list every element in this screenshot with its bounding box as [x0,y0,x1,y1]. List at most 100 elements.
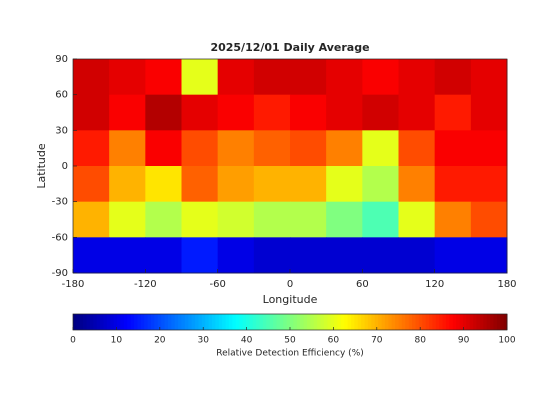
colorbar-swatch [473,314,477,330]
chart-title: 2025/12/01 Daily Average [210,41,369,54]
colorbar-swatch [320,314,325,330]
colorbar-swatch [347,314,352,330]
heatmap-cell [253,201,291,238]
colorbar-swatch [351,314,355,330]
colorbar-swatch [378,314,383,330]
colorbar-swatch [123,314,128,330]
colorbar-swatch [418,314,423,330]
colorbar-swatch [354,314,359,330]
colorbar-swatch [412,314,416,330]
colorbar-swatch [361,314,366,330]
heatmap-cell [290,166,327,203]
colorbar-swatch [134,314,138,330]
colorbar-swatch [415,314,420,330]
colorbar-swatch [276,314,281,330]
colorbar-swatch [306,314,311,330]
heatmap-cell [326,59,363,96]
heatmap-cell [290,94,327,131]
colorbar-swatch [364,314,369,330]
heatmap-cell [73,130,110,167]
colorbar-swatch [303,314,308,330]
colorbar-swatch [279,314,284,330]
colorbar-swatch [110,314,115,330]
colorbar-swatch [462,314,467,330]
heatmap-cell [362,201,399,238]
colorbar-swatch [89,314,94,330]
heatmap-cell [253,94,291,131]
colorbar-swatch [100,314,105,330]
colorbar-swatch [388,314,393,330]
colorbar-tick-label: 20 [154,336,166,346]
y-tick-label: -90 [52,268,68,279]
heatmap-cell [73,201,110,238]
heatmap-cell [145,59,182,96]
x-tick-label: 0 [287,279,293,290]
heatmap-cell [181,201,219,238]
colorbar-swatch [395,314,399,330]
heatmap-cell [181,94,219,131]
heatmap-cell [145,201,182,238]
colorbar-swatch [252,314,257,330]
colorbar-swatch [381,314,386,330]
colorbar-swatch [76,314,81,330]
colorbar-swatch [300,314,305,330]
colorbar-swatch [476,314,481,330]
colorbar-swatch [340,314,345,330]
heatmap-cell [73,166,110,203]
colorbar-swatch [296,314,301,330]
colorbar-swatch [459,314,464,330]
colorbar-swatch [490,314,494,330]
colorbar-swatch [245,314,250,330]
heatmap-cell [326,201,363,238]
colorbar-swatch [215,314,220,330]
heatmap-cell [398,201,436,238]
y-tick-label: 90 [55,54,68,65]
colorbar-swatch [73,314,77,330]
colorbar-swatch [222,314,227,330]
heatmap-cell [326,130,363,167]
colorbar-swatch [330,314,335,330]
colorbar-swatch [117,314,121,330]
x-tick-label: 180 [497,279,516,290]
colorbar-swatch [147,314,152,330]
colorbar-swatch [120,314,125,330]
colorbar-swatch [188,314,193,330]
colorbar-label: Relative Detection Efficiency (%) [216,349,364,359]
colorbar-tick-label: 90 [458,336,470,346]
colorbar-swatch [266,314,271,330]
colorbar-swatch [408,314,413,330]
heatmap-cell [253,166,291,203]
colorbar-swatch [283,314,288,330]
colorbar-swatch [239,314,244,330]
colorbar-swatch [181,314,186,330]
heatmap-cell [470,130,508,167]
heatmap [73,59,508,274]
colorbar-swatch [83,314,88,330]
heatmap-cell [290,237,327,274]
heatmap-cell [253,237,291,274]
colorbar-swatch [225,314,230,330]
colorbar-swatch [113,314,118,330]
heatmap-cell [398,166,436,203]
colorbar-swatch [256,314,260,330]
colorbar-swatch [422,314,427,330]
colorbar-swatch [242,314,247,330]
heatmap-cell [470,166,508,203]
colorbar-swatch [429,314,433,330]
colorbar-swatch [150,314,155,330]
colorbar-swatch [310,314,315,330]
heatmap-cell [145,166,182,203]
colorbar-swatch [483,314,488,330]
heatmap-cell [290,59,327,96]
y-tick-label: -30 [52,197,68,208]
colorbar-swatch [191,314,196,330]
heatmap-cell [181,59,219,96]
colorbar-swatch [96,314,101,330]
heatmap-cell [145,237,182,274]
colorbar-swatch [327,314,332,330]
colorbar-swatch [286,314,291,330]
colorbar-swatch [469,314,474,330]
y-axis-label: Latitude [35,143,48,189]
heatmap-cell [434,237,472,274]
heatmap-cell [181,166,219,203]
